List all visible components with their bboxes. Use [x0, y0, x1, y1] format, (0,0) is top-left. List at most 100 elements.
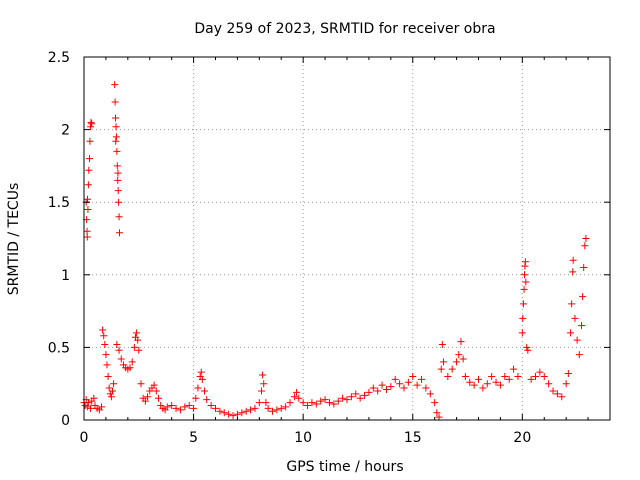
data-point — [185, 401, 193, 409]
x-tick-label: 5 — [189, 430, 198, 446]
data-point — [277, 404, 285, 412]
data-point — [114, 176, 122, 184]
data-point — [433, 409, 441, 417]
data-point — [540, 372, 548, 380]
data-point — [413, 381, 421, 389]
data-point — [365, 388, 373, 396]
data-point — [84, 195, 92, 203]
data-point — [104, 372, 112, 380]
data-point — [575, 351, 583, 359]
data-point — [126, 364, 134, 372]
data-point — [568, 300, 576, 308]
data-point — [391, 375, 399, 383]
data-point — [110, 380, 118, 388]
data-point — [85, 166, 93, 174]
data-point — [514, 372, 522, 380]
data-point — [569, 256, 577, 264]
data-point — [382, 386, 390, 394]
data-point — [112, 114, 120, 122]
data-point — [85, 155, 93, 163]
data-point — [475, 375, 482, 383]
data-point — [567, 329, 575, 337]
data-point — [133, 329, 141, 337]
data-point — [242, 407, 250, 415]
data-point — [374, 387, 382, 395]
data-point — [128, 358, 136, 366]
y-tick-label: 1.5 — [48, 195, 70, 211]
data-point — [455, 351, 463, 359]
data-point — [150, 381, 158, 389]
data-point — [521, 271, 529, 279]
data-point — [233, 410, 241, 418]
data-point — [247, 406, 255, 414]
data-point — [295, 394, 303, 402]
data-point — [225, 410, 233, 418]
data-point — [330, 400, 338, 408]
data-point — [114, 169, 122, 177]
data-point — [264, 404, 272, 412]
data-point — [444, 372, 452, 380]
data-point — [558, 393, 566, 401]
data-point — [549, 387, 557, 395]
data-point — [112, 137, 120, 145]
data-point — [83, 233, 91, 241]
data-point — [282, 403, 290, 411]
data-point — [339, 394, 347, 402]
data-point — [192, 394, 200, 402]
data-point — [108, 387, 116, 395]
data-point — [83, 403, 91, 411]
data-point — [312, 400, 320, 408]
y-tick-label: 0.5 — [48, 340, 70, 356]
data-point — [98, 403, 106, 411]
data-point — [579, 293, 587, 301]
data-point — [262, 399, 270, 407]
data-point — [220, 409, 228, 417]
data-point — [387, 383, 395, 391]
data-point — [197, 368, 205, 376]
data-point — [172, 404, 180, 412]
data-point — [527, 375, 535, 383]
data-point — [571, 314, 579, 322]
data-point — [255, 399, 263, 407]
chart-title: Day 259 of 2023, SRMTID for receiver obr… — [194, 21, 495, 37]
data-point — [317, 397, 325, 405]
data-point — [488, 372, 496, 380]
data-point — [190, 404, 198, 412]
y-tick-label: 1 — [61, 268, 70, 284]
data-point — [453, 358, 461, 366]
y-tick-label: 2.5 — [48, 50, 70, 66]
data-point — [155, 394, 163, 402]
data-point — [321, 396, 329, 404]
data-point — [207, 401, 215, 409]
data-point — [435, 413, 443, 421]
data-point — [439, 358, 447, 366]
x-tick-label: 15 — [404, 430, 422, 446]
data-point — [448, 365, 456, 373]
data-point — [181, 403, 189, 411]
data-point — [115, 346, 123, 354]
data-point — [308, 399, 316, 407]
data-point — [90, 394, 98, 402]
data-point — [334, 397, 342, 405]
data-point — [103, 361, 111, 369]
data-point — [216, 407, 224, 415]
data-point — [117, 355, 125, 363]
data-point — [437, 365, 445, 373]
data-point — [286, 399, 294, 407]
data-point — [144, 393, 152, 401]
data-point — [520, 285, 528, 293]
data-point — [510, 365, 518, 373]
data-point — [325, 399, 333, 407]
data-point — [505, 375, 513, 383]
data-point — [203, 396, 211, 404]
data-point — [99, 326, 107, 334]
data-point — [562, 380, 570, 388]
data-point — [168, 401, 176, 409]
data-point — [102, 351, 110, 359]
data-point — [163, 403, 171, 411]
data-point — [470, 381, 478, 389]
data-point — [113, 340, 121, 348]
data-point — [141, 397, 149, 405]
x-axis-label: GPS time / hours — [286, 459, 403, 475]
